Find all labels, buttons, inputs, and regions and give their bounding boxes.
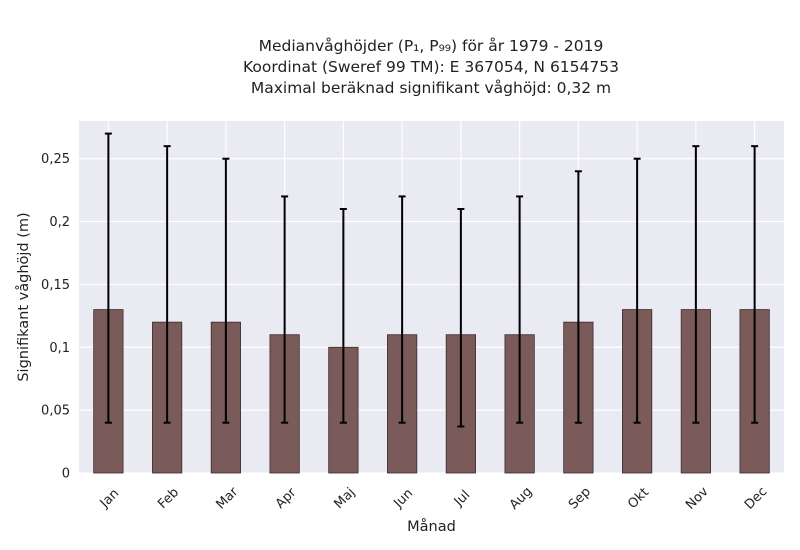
y-axis-label: Signifikant våghöjd (m) [15, 212, 32, 381]
y-tick-label: 0 [62, 467, 70, 482]
x-tick-label-maj: Maj [332, 485, 359, 512]
chart-subtitle-max-height: Maximal beräknad signifikant våghöjd: 0,… [250, 79, 612, 97]
x-tick-label-nov: Nov [683, 484, 712, 513]
y-tick-label: 0,1 [49, 341, 70, 356]
y-tick-label: 0,25 [41, 152, 70, 167]
x-tick-label-apr: Apr [273, 485, 300, 512]
x-tick-label-mar: Mar [213, 484, 241, 512]
x-tick-label-sep: Sep [566, 485, 594, 513]
x-tick-label-jan: Jan [97, 486, 122, 511]
x-tick-label-jul: Jul [451, 488, 473, 510]
x-tick-label-aug: Aug [507, 484, 536, 513]
y-tick-label: 0,15 [41, 278, 70, 293]
x-axis-label: Månad [407, 518, 456, 535]
x-tick-label-feb: Feb [155, 485, 182, 512]
x-tick-label-jun: Jun [390, 486, 416, 512]
y-tick-label: 0,05 [41, 404, 70, 419]
y-tick-label: 0,2 [49, 215, 70, 230]
chart-title-block: Medianvåghöjder (P₁, P₉₉) för år 1979 - … [38, 36, 800, 99]
x-tick-label-okt: Okt [625, 485, 652, 512]
chart-title: Medianvåghöjder (P₁, P₉₉) för år 1979 - … [258, 37, 604, 55]
chart-subtitle-coordinates: Koordinat (Sweref 99 TM): E 367054, N 61… [243, 58, 619, 76]
x-tick-label-dec: Dec [742, 484, 770, 512]
plot-area [79, 121, 784, 473]
